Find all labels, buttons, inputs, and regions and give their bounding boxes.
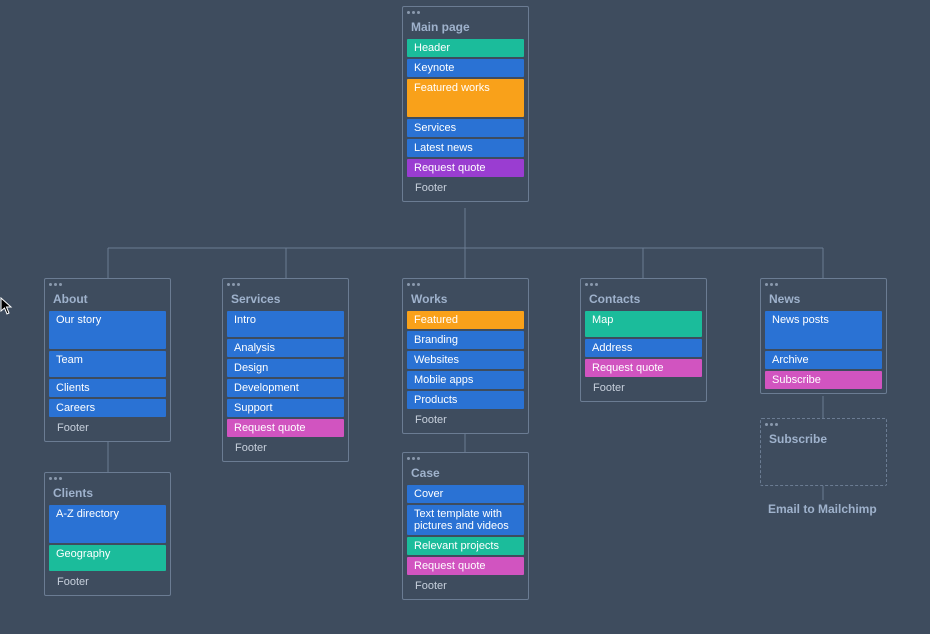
section-block[interactable]: Map: [585, 311, 702, 337]
card-titlebar-dots: [581, 279, 706, 289]
card-title: Main page: [403, 17, 528, 39]
section-block[interactable]: Relevant projects: [407, 537, 524, 555]
card-title: Clients: [45, 483, 170, 505]
section-block[interactable]: Branding: [407, 331, 524, 349]
card-titlebar-dots: [761, 279, 886, 289]
section-block[interactable]: Websites: [407, 351, 524, 369]
card-title: Case: [403, 463, 528, 485]
section-block[interactable]: Latest news: [407, 139, 524, 157]
section-block[interactable]: Archive: [765, 351, 882, 369]
card-title: News: [761, 289, 886, 311]
card-title: Contacts: [581, 289, 706, 311]
section-block[interactable]: A-Z directory: [49, 505, 166, 543]
footer-label: Footer: [49, 419, 166, 437]
section-block[interactable]: Geography: [49, 545, 166, 571]
card-body: Intro Analysis Design Development Support Req…: [223, 311, 348, 461]
section-block[interactable]: Services: [407, 119, 524, 137]
section-block[interactable]: Text template with pictures and videos: [407, 505, 524, 535]
section-block[interactable]: Request quote: [227, 419, 344, 437]
card-title: About: [45, 289, 170, 311]
card-titlebar-dots: [45, 279, 170, 289]
cursor-pointer: [0, 297, 14, 315]
footer-label: Footer: [407, 411, 524, 429]
section-block[interactable]: Featured works: [407, 79, 524, 117]
section-block[interactable]: Keynote: [407, 59, 524, 77]
card-titlebar-dots: [403, 453, 528, 463]
footer-label: Footer: [227, 439, 344, 457]
card-title: Works: [403, 289, 528, 311]
section-block[interactable]: Development: [227, 379, 344, 397]
footer-label: Footer: [407, 577, 524, 595]
card-body: A-Z directoryGeography Footer: [45, 505, 170, 595]
section-block[interactable]: Featured: [407, 311, 524, 329]
card-titlebar-dots: [45, 473, 170, 483]
card-services[interactable]: ServicesIntro Analysis Design Development Su…: [222, 278, 349, 462]
section-block[interactable]: Analysis: [227, 339, 344, 357]
footer-label: Footer: [585, 379, 702, 397]
section-block[interactable]: Products: [407, 391, 524, 409]
section-block[interactable]: Intro: [227, 311, 344, 337]
card-contacts[interactable]: ContactsMap Address Request quote Footer: [580, 278, 707, 402]
card-body: [761, 451, 886, 485]
section-block[interactable]: Cover: [407, 485, 524, 503]
card-title: Services: [223, 289, 348, 311]
card-title: Subscribe: [761, 429, 886, 451]
footer-label: Footer: [49, 573, 166, 591]
card-main[interactable]: Main pageHeader Keynote Featured works Serv…: [402, 6, 529, 202]
card-body: Cover Text template with pictures and vid…: [403, 485, 528, 599]
card-body: Header Keynote Featured works Services Lates…: [403, 39, 528, 201]
card-body: Featured Branding Websites Mobile apps Produ…: [403, 311, 528, 433]
card-works[interactable]: WorksFeatured Branding Websites Mobile apps…: [402, 278, 529, 434]
section-block[interactable]: Clients: [49, 379, 166, 397]
section-block[interactable]: Our story: [49, 311, 166, 349]
floating-label-mailchimp: Email to Mailchimp: [768, 502, 877, 516]
card-case[interactable]: CaseCover Text template with pictures and…: [402, 452, 529, 600]
card-titlebar-dots: [403, 7, 528, 17]
card-titlebar-dots: [223, 279, 348, 289]
section-block[interactable]: Support: [227, 399, 344, 417]
section-block[interactable]: Request quote: [407, 159, 524, 177]
section-block[interactable]: Header: [407, 39, 524, 57]
footer-label: Footer: [407, 179, 524, 197]
section-block[interactable]: Request quote: [585, 359, 702, 377]
card-titlebar-dots: [403, 279, 528, 289]
card-subscribe[interactable]: Subscribe: [760, 418, 887, 486]
card-body: News posts Archive Subscribe: [761, 311, 886, 393]
card-about[interactable]: AboutOur storyTeam Clients Careers Footer: [44, 278, 171, 442]
section-block[interactable]: Request quote: [407, 557, 524, 575]
card-body: Our storyTeam Clients Careers Footer: [45, 311, 170, 441]
card-body: Map Address Request quote Footer: [581, 311, 706, 401]
card-clients[interactable]: ClientsA-Z directoryGeography Footer: [44, 472, 171, 596]
section-block[interactable]: Address: [585, 339, 702, 357]
section-block[interactable]: Mobile apps: [407, 371, 524, 389]
card-news[interactable]: NewsNews posts Archive Subscribe: [760, 278, 887, 394]
section-block[interactable]: Design: [227, 359, 344, 377]
section-block[interactable]: Team: [49, 351, 166, 377]
card-titlebar-dots: [761, 419, 886, 429]
section-block[interactable]: News posts: [765, 311, 882, 349]
section-block[interactable]: Subscribe: [765, 371, 882, 389]
section-block[interactable]: Careers: [49, 399, 166, 417]
